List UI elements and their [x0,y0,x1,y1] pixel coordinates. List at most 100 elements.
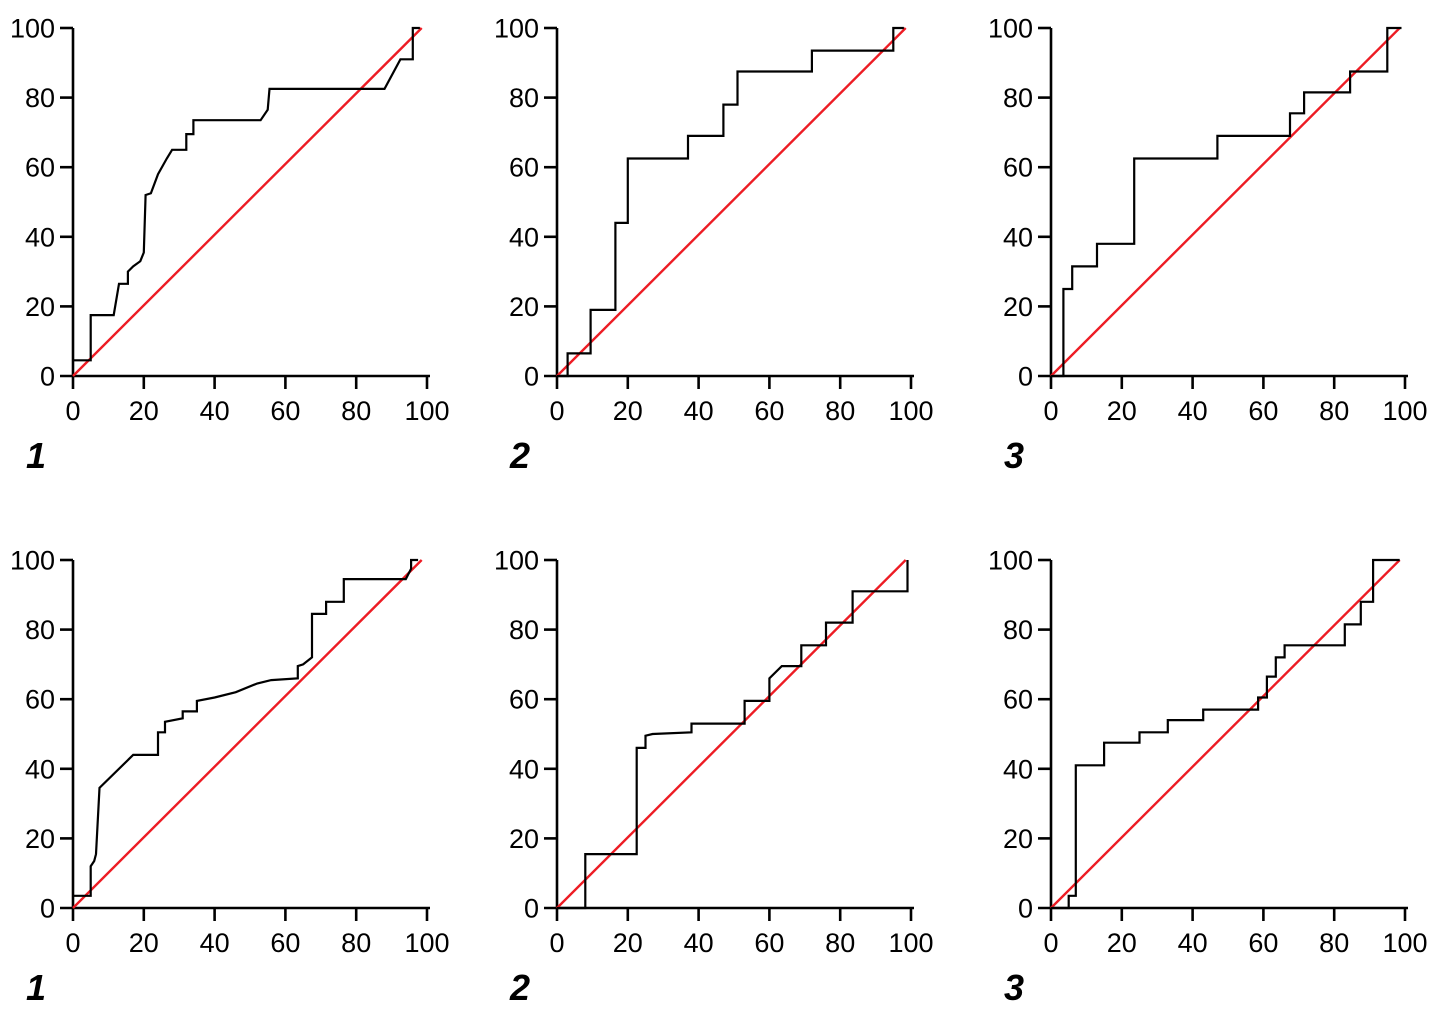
x-tick-label: 80 [341,396,371,426]
y-tick-label: 80 [25,83,55,113]
roc-panel-top-middle: 0 20 40 60 80 100 0 20 40 60 80 100 2 [484,0,954,482]
roc-curve-line [73,558,419,897]
panel-label: 1 [26,435,47,476]
x-tick-label: 60 [270,928,300,958]
roc-plot: 0 20 40 60 80 100 0 20 40 60 80 100 [10,14,450,427]
roc-curve-line [1051,26,1402,378]
x-tick-label: 80 [1319,396,1349,426]
panel-label: 2 [510,967,531,1008]
x-tick-label: 80 [341,928,371,958]
y-tick-label: 20 [1003,292,1033,322]
y-tick-label: 60 [509,153,539,183]
roc-panel-bottom-right: 0 20 40 60 80 100 0 20 40 60 80 100 3 [978,532,1448,1014]
y-tick-label: 0 [40,894,55,924]
x-tick-label: 20 [129,928,159,958]
x-tick-label: 80 [1319,928,1349,958]
roc-curve-line [73,26,420,362]
panel-label: 3 [1004,435,1025,476]
roc-panel-top-left: 0 20 40 60 80 100 0 20 40 60 80 100 1 [0,0,470,482]
x-tick-label: 40 [1178,928,1208,958]
y-tick-label: 20 [509,292,539,322]
x-tick-label: 60 [754,928,784,958]
roc-panel-bottom-middle: 0 20 40 60 80 100 0 20 40 60 80 100 2 [484,532,954,1014]
x-tick-label: 0 [549,928,564,958]
y-tick-label: 100 [988,14,1033,44]
roc-curve-line [557,560,909,910]
x-tick-label: 0 [65,928,80,958]
y-tick-label: 80 [509,83,539,113]
x-tick-label: 40 [684,928,714,958]
y-tick-label: 20 [25,292,55,322]
y-tick-label: 40 [1003,222,1033,252]
y-tick-label: 40 [25,222,55,252]
roc-panel-top-right: 0 20 40 60 80 100 0 20 40 60 80 100 3 [978,0,1448,482]
y-tick-label: 80 [1003,615,1033,645]
x-tick-label: 80 [825,396,855,426]
roc-plot: 0 20 40 60 80 100 0 20 40 60 80 100 [10,546,450,959]
x-tick-label: 0 [549,396,564,426]
panel-label: 1 [26,967,47,1008]
x-tick-label: 100 [1382,928,1427,958]
x-tick-label: 100 [404,928,449,958]
y-tick-label: 100 [10,14,55,44]
chance-diagonal-line [72,559,423,909]
y-tick-label: 0 [524,894,539,924]
x-tick-label: 40 [200,928,230,958]
y-tick-label: 0 [1018,362,1033,392]
y-tick-label: 100 [494,546,539,576]
x-tick-label: 100 [404,396,449,426]
x-tick-label: 100 [888,396,933,426]
y-tick-label: 100 [10,546,55,576]
x-tick-label: 80 [825,928,855,958]
panel-label: 3 [1004,967,1025,1008]
y-tick-label: 60 [1003,685,1033,715]
roc-curve-line [1051,558,1400,910]
y-tick-label: 0 [524,362,539,392]
x-tick-label: 60 [1248,396,1278,426]
x-tick-label: 40 [200,396,230,426]
y-tick-label: 80 [25,615,55,645]
x-tick-label: 20 [129,396,159,426]
y-tick-label: 100 [494,14,539,44]
x-tick-label: 0 [1043,928,1058,958]
y-tick-label: 20 [25,824,55,854]
chance-diagonal-line [72,27,423,377]
y-tick-label: 80 [509,615,539,645]
x-tick-label: 0 [1043,396,1058,426]
chance-diagonal-line [556,559,907,909]
y-tick-label: 40 [1003,754,1033,784]
roc-curve-line [557,26,904,378]
x-tick-label: 40 [1178,396,1208,426]
x-tick-label: 20 [1107,396,1137,426]
roc-plot: 0 20 40 60 80 100 0 20 40 60 80 100 [988,546,1428,959]
chance-diagonal-line [1050,559,1401,909]
y-tick-label: 20 [509,824,539,854]
y-tick-label: 40 [509,754,539,784]
x-tick-label: 60 [754,396,784,426]
x-tick-label: 0 [65,396,80,426]
x-tick-label: 20 [1107,928,1137,958]
x-tick-label: 20 [613,396,643,426]
y-tick-label: 60 [1003,153,1033,183]
x-tick-label: 100 [888,928,933,958]
y-tick-label: 40 [509,222,539,252]
y-tick-label: 40 [25,754,55,784]
panel-label: 2 [510,435,531,476]
chance-diagonal-line [556,27,907,377]
y-tick-label: 100 [988,546,1033,576]
y-tick-label: 20 [1003,824,1033,854]
roc-plot: 0 20 40 60 80 100 0 20 40 60 80 100 [494,546,934,959]
roc-plot: 0 20 40 60 80 100 0 20 40 60 80 100 [988,14,1428,427]
x-tick-label: 100 [1382,396,1427,426]
roc-panel-bottom-left: 0 20 40 60 80 100 0 20 40 60 80 100 1 [0,532,470,1014]
y-tick-label: 80 [1003,83,1033,113]
x-tick-label: 20 [613,928,643,958]
y-tick-label: 0 [40,362,55,392]
chance-diagonal-line [1050,27,1401,377]
roc-plot: 0 20 40 60 80 100 0 20 40 60 80 100 [494,14,934,427]
x-tick-label: 40 [684,396,714,426]
y-tick-label: 60 [25,685,55,715]
y-tick-label: 60 [509,685,539,715]
x-tick-label: 60 [270,396,300,426]
